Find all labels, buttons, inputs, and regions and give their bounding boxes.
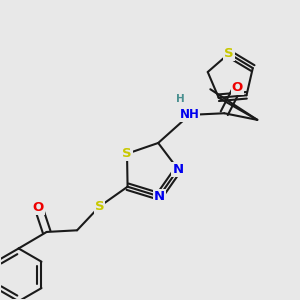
Text: O: O [33, 201, 44, 214]
Text: S: S [95, 200, 104, 213]
Text: O: O [232, 81, 243, 94]
Text: NH: NH [180, 108, 200, 122]
Text: N: N [172, 163, 184, 176]
Text: N: N [154, 190, 165, 203]
Text: H: H [176, 94, 185, 104]
Text: S: S [224, 47, 234, 60]
Text: S: S [122, 147, 132, 160]
